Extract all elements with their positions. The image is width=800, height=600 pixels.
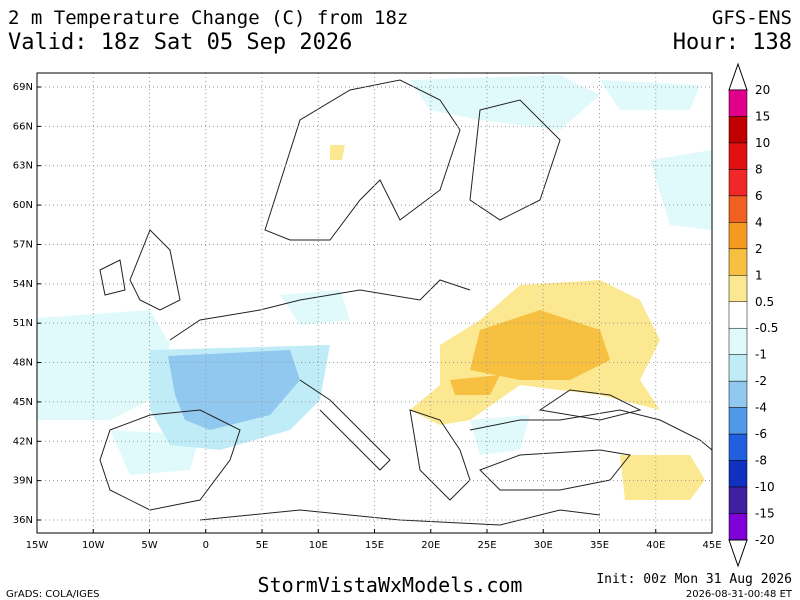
colorbar-label: 20 xyxy=(755,83,770,97)
colorbar-box xyxy=(728,433,748,461)
colorbar-end xyxy=(728,62,748,91)
lon-label: 35E xyxy=(590,540,609,551)
colorbar-label: 10 xyxy=(755,136,770,150)
lon-label: 10E xyxy=(309,540,328,551)
colorbar-box xyxy=(728,513,748,541)
lat-label: 51N xyxy=(13,318,33,329)
colorbar-box xyxy=(728,354,748,382)
colorbar-box xyxy=(728,407,748,435)
colorbar-box xyxy=(728,460,748,488)
lat-label: 54N xyxy=(13,279,33,290)
colorbar-box xyxy=(728,116,748,144)
colorbar-end xyxy=(728,539,748,568)
colorbar-label: 0.5 xyxy=(755,295,774,309)
colorbar-label: -1 xyxy=(755,348,767,362)
colorbar-label: -10 xyxy=(755,480,775,494)
lon-label: 25E xyxy=(477,540,496,551)
colorbar-box xyxy=(728,169,748,197)
colorbar-label: 15 xyxy=(755,109,770,123)
title: 2 m Temperature Change (C) from 18z xyxy=(8,7,408,29)
lon-label: 20E xyxy=(421,540,440,551)
lon-label: 15E xyxy=(365,540,384,551)
colorbar-label: -6 xyxy=(755,427,767,441)
colorbar-box xyxy=(728,327,748,355)
valid-time: Valid: 18z Sat 05 Sep 2026 xyxy=(8,30,352,55)
lon-label: 5W xyxy=(141,540,157,551)
lat-label: 69N xyxy=(13,82,33,93)
lat-label: 57N xyxy=(13,239,33,250)
colorbar-label: -20 xyxy=(755,533,775,547)
lat-label: 39N xyxy=(13,476,33,487)
lon-label: 5E xyxy=(256,540,269,551)
lon-label: 15W xyxy=(26,540,49,551)
colorbar: 20 15 10 8 6 4 2 1 0.5 -0.5 -1 -2 -4 -6 -8 -10 -15 -20 xyxy=(728,62,778,568)
timestamp: 2026-08-31-00:48 ET xyxy=(686,589,793,600)
lon-label: 0 xyxy=(203,540,209,551)
lat-label: 48N xyxy=(13,358,33,369)
lat-label: 42N xyxy=(13,436,33,447)
colorbar-label: -0.5 xyxy=(755,321,778,335)
map-area xyxy=(36,72,713,534)
coastlines xyxy=(99,79,713,526)
lon-label: 45E xyxy=(702,540,721,551)
model-name: GFS-ENS xyxy=(712,7,792,29)
colorbar-label: 6 xyxy=(755,189,763,203)
map-frame xyxy=(36,72,713,534)
credit: GrADS: COLA/IGES xyxy=(6,589,100,600)
lat-label: 45N xyxy=(13,397,33,408)
colorbar-box xyxy=(728,142,748,170)
colorbar-box xyxy=(728,195,748,223)
lat-label: 63N xyxy=(13,161,33,172)
lat-label: 60N xyxy=(13,200,33,211)
forecast-hour: Hour: 138 xyxy=(673,30,792,55)
lon-label: 40E xyxy=(646,540,665,551)
colorbar-label: 2 xyxy=(755,242,763,256)
lat-label: 36N xyxy=(13,515,33,526)
colorbar-box xyxy=(728,380,748,408)
colorbar-box xyxy=(728,89,748,117)
colorbar-label: -8 xyxy=(755,454,767,468)
lat-label: 66N xyxy=(13,121,33,132)
lon-label: 30E xyxy=(534,540,553,551)
colorbar-box xyxy=(728,222,748,250)
colorbar-label: -2 xyxy=(755,374,767,388)
colorbar-box xyxy=(728,275,748,303)
colorbar-label: -4 xyxy=(755,401,767,415)
colorbar-label: 1 xyxy=(755,268,763,282)
colorbar-box xyxy=(728,301,748,329)
colorbar-label: -15 xyxy=(755,507,775,521)
colorbar-box xyxy=(728,248,748,276)
colorbar-label: 8 xyxy=(755,162,763,176)
site-name: StormVistaWxModels.com xyxy=(258,573,523,597)
lon-label: 10W xyxy=(82,540,105,551)
colorbar-label: 4 xyxy=(755,215,763,229)
init-time: Init: 00z Mon 31 Aug 2026 xyxy=(596,572,792,587)
colorbar-box xyxy=(728,486,748,514)
